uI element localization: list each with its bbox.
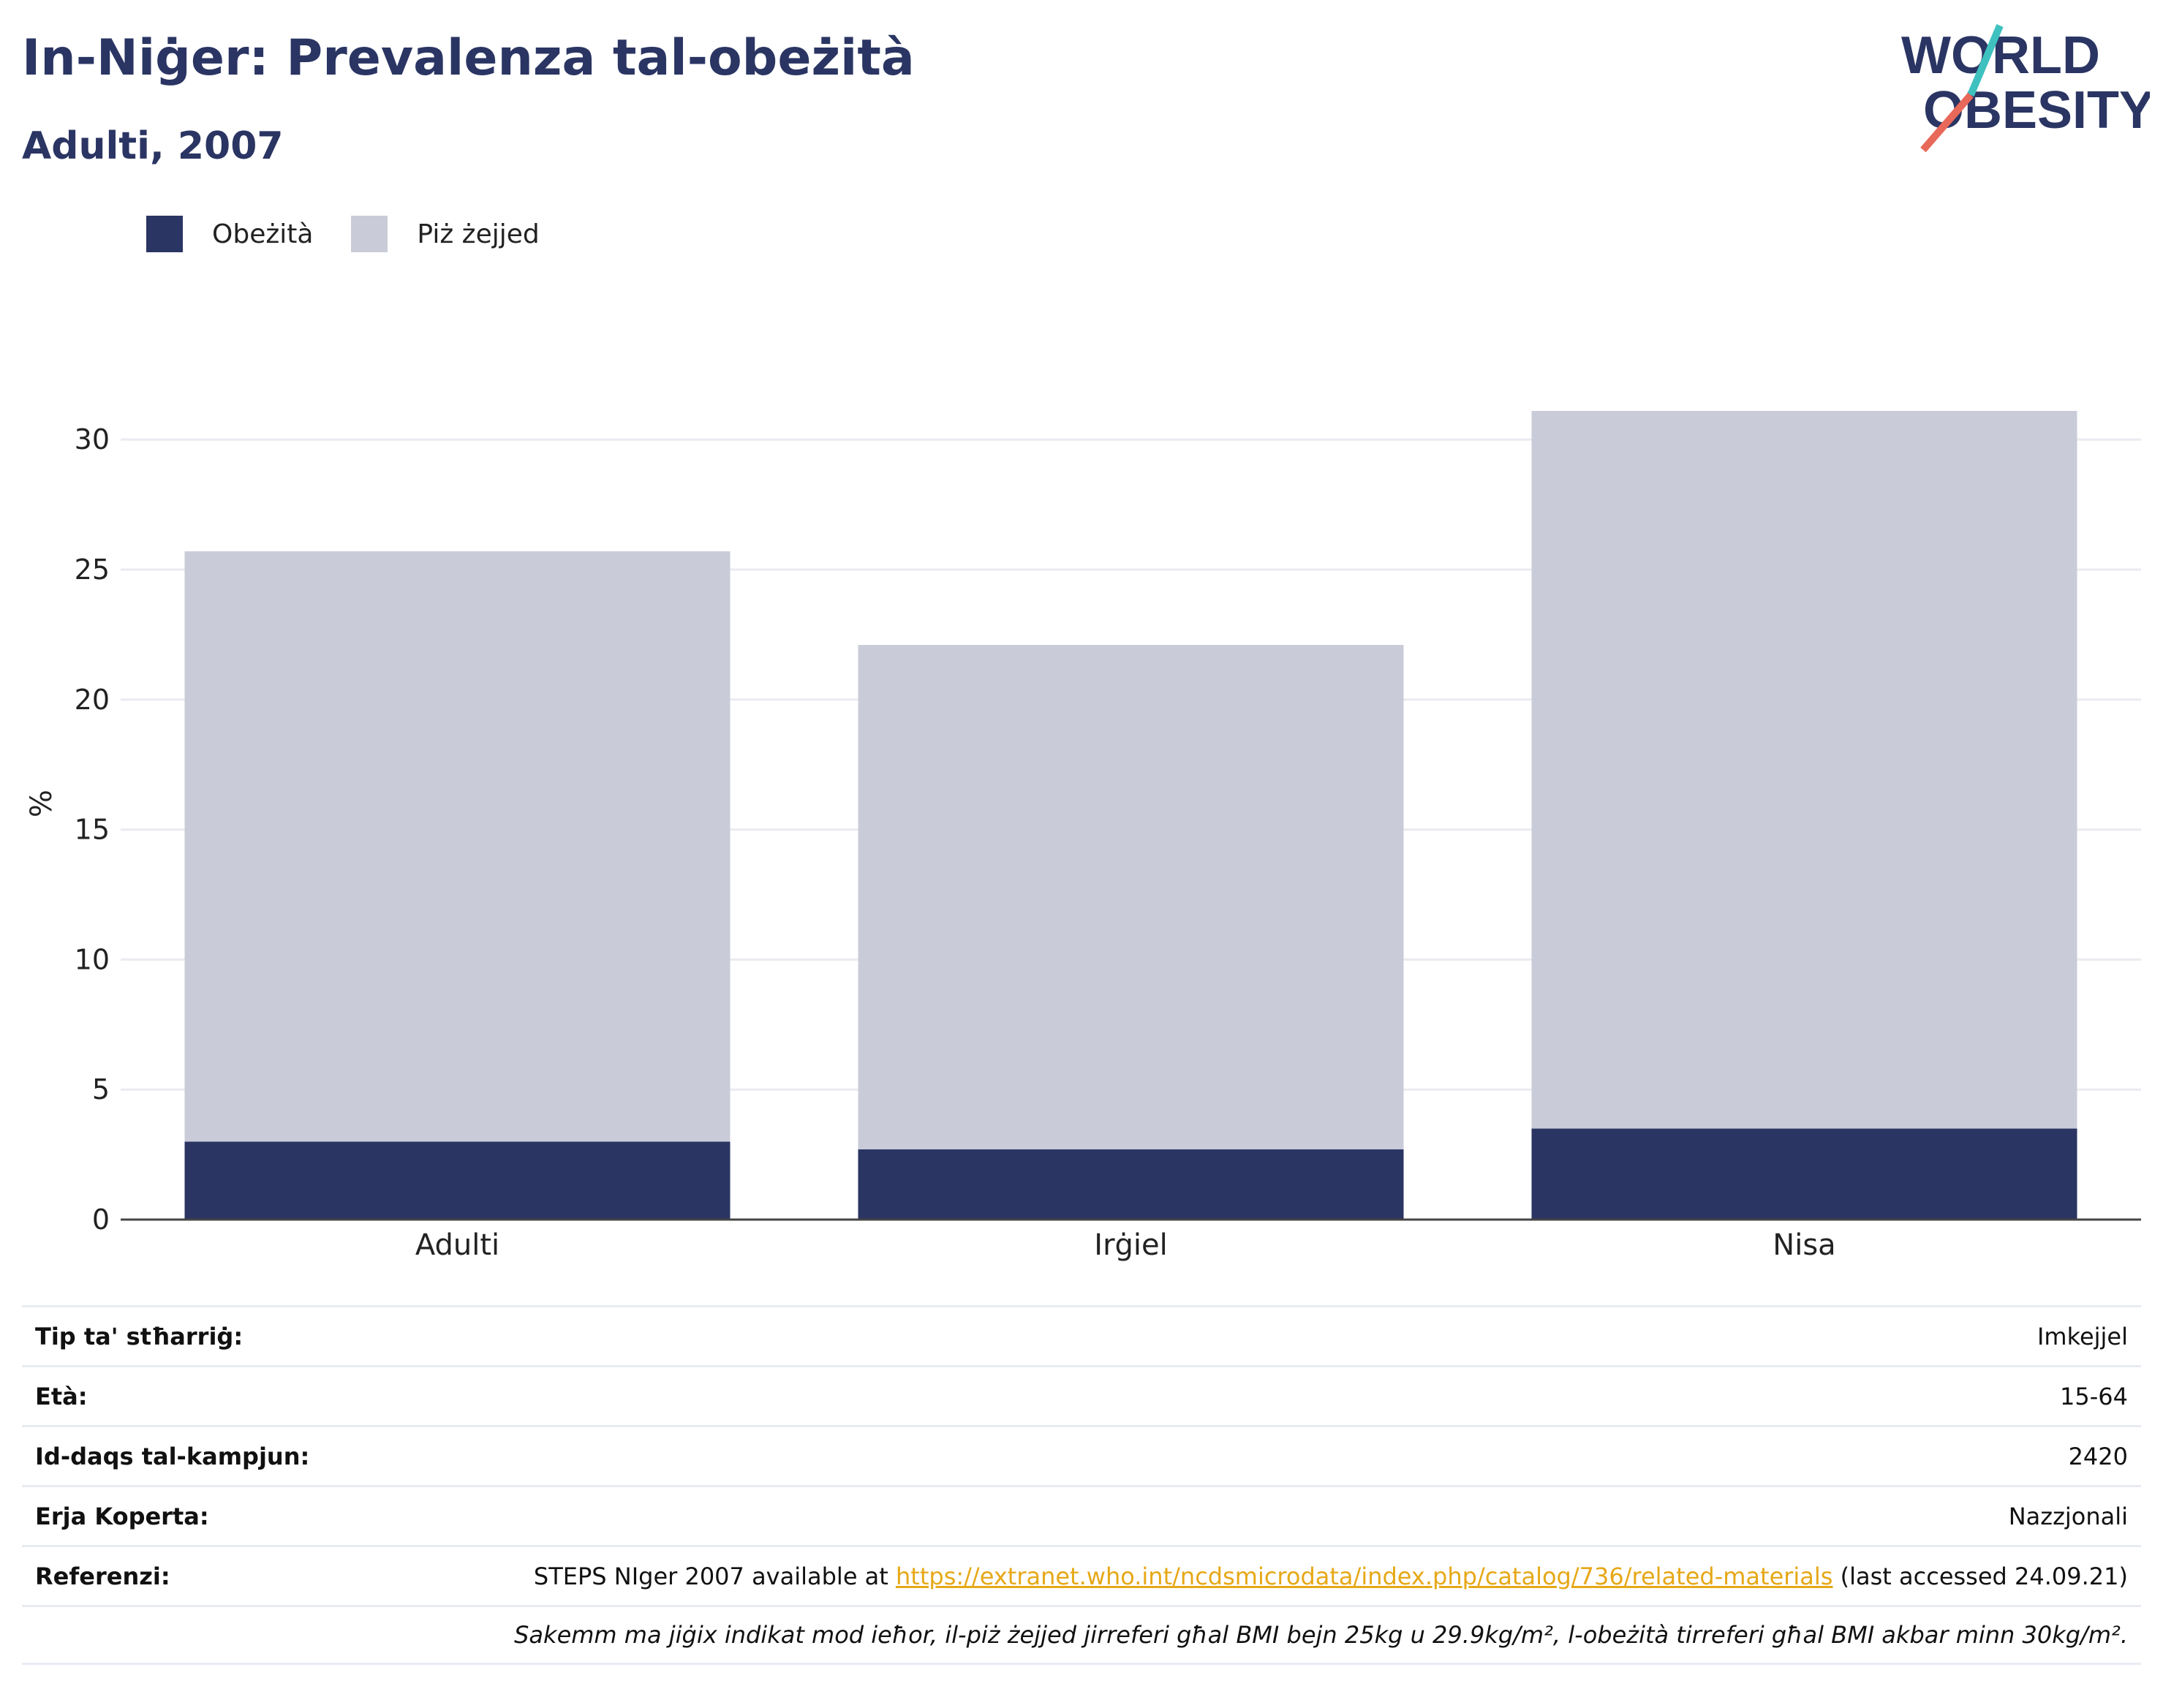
chart-legend: Obeżità Piż żejjed bbox=[146, 216, 578, 252]
bar-obesity-2 bbox=[1531, 1128, 2077, 1220]
info-row-sample-size: Id-daqs tal-kampjun: 2420 bbox=[22, 1425, 2141, 1485]
reference-prefix: STEPS NIger 2007 available at bbox=[533, 1562, 896, 1590]
reference-suffix: (last accessed 24.09.21) bbox=[1832, 1562, 2128, 1590]
x-tick-label: Nisa bbox=[1773, 1228, 1835, 1262]
bar-overweight-0 bbox=[184, 551, 731, 1142]
legend-item-obesity[interactable]: Obeżità bbox=[146, 216, 313, 252]
info-value-area: Nazzjonali bbox=[2008, 1502, 2128, 1530]
y-tick-label: 0 bbox=[92, 1203, 110, 1236]
definition-note: Sakemm ma jiġix indikat mod ieħor, il-pi… bbox=[514, 1621, 2128, 1649]
info-table: Tip ta' stħarriġ: Imkejjel Età: 15-64 Id… bbox=[22, 1305, 2141, 1665]
y-tick-label: 5 bbox=[92, 1073, 110, 1106]
legend-swatch-overweight bbox=[351, 216, 388, 252]
info-label-area: Erja Koperta: bbox=[35, 1502, 209, 1530]
info-label-references: Referenzi: bbox=[35, 1562, 170, 1590]
chart-title: In-Niġer: Prevalenza tal-obeżità bbox=[22, 29, 915, 87]
y-axis-label: % bbox=[25, 790, 58, 817]
bar-obesity-0 bbox=[184, 1141, 731, 1220]
reference-link[interactable]: https://extranet.who.int/ncdsmicrodata/i… bbox=[896, 1562, 1833, 1590]
bar-chart: 0 5 10 15 20 25 30% Adulti Irġiel Nisa bbox=[25, 411, 2141, 1262]
bar-obesity-1 bbox=[858, 1149, 1404, 1220]
y-tick-label: 20 bbox=[75, 684, 110, 716]
y-tick-label: 15 bbox=[75, 814, 110, 846]
info-value-sample-size: 2420 bbox=[2068, 1442, 2128, 1470]
info-label-age: Età: bbox=[35, 1382, 88, 1410]
info-value-references: STEPS NIger 2007 available at https://ex… bbox=[534, 1562, 2128, 1590]
info-value-age: 15-64 bbox=[2060, 1382, 2128, 1410]
legend-item-overweight[interactable]: Piż żejjed bbox=[351, 216, 540, 252]
logo-slash-teal bbox=[1967, 24, 2004, 97]
bar-overweight-2 bbox=[1531, 411, 2077, 1129]
y-tick-label: 30 bbox=[75, 423, 110, 456]
legend-label-obesity: Obeżità bbox=[212, 219, 314, 249]
y-tick-label: 10 bbox=[75, 943, 110, 975]
info-row-area: Erja Koperta: Nazzjonali bbox=[22, 1485, 2141, 1545]
world-obesity-logo: WORLD OBESITY bbox=[1901, 24, 2150, 153]
logo-text-world: WORLD bbox=[1901, 26, 2100, 85]
info-row-age: Età: 15-64 bbox=[22, 1365, 2141, 1425]
info-row-survey-type: Tip ta' stħarriġ: Imkejjel bbox=[22, 1305, 2141, 1365]
info-row-references: Referenzi: STEPS NIger 2007 available at… bbox=[22, 1545, 2141, 1605]
info-label-sample-size: Id-daqs tal-kampjun: bbox=[35, 1442, 310, 1470]
legend-label-overweight: Piż żejjed bbox=[417, 219, 540, 249]
info-value-survey-type: Imkejjel bbox=[2036, 1322, 2128, 1350]
x-tick-label: Irġiel bbox=[1094, 1228, 1167, 1262]
y-tick-label: 25 bbox=[75, 553, 110, 586]
logo-slash-red bbox=[1920, 92, 1974, 153]
chart-subtitle: Adulti, 2007 bbox=[22, 124, 284, 168]
x-tick-label: Adulti bbox=[415, 1228, 499, 1262]
info-label-survey-type: Tip ta' stħarriġ: bbox=[35, 1322, 244, 1350]
info-row-note: Sakemm ma jiġix indikat mod ieħor, il-pi… bbox=[22, 1605, 2141, 1665]
legend-swatch-obesity bbox=[146, 216, 183, 252]
bar-overweight-1 bbox=[858, 645, 1404, 1149]
